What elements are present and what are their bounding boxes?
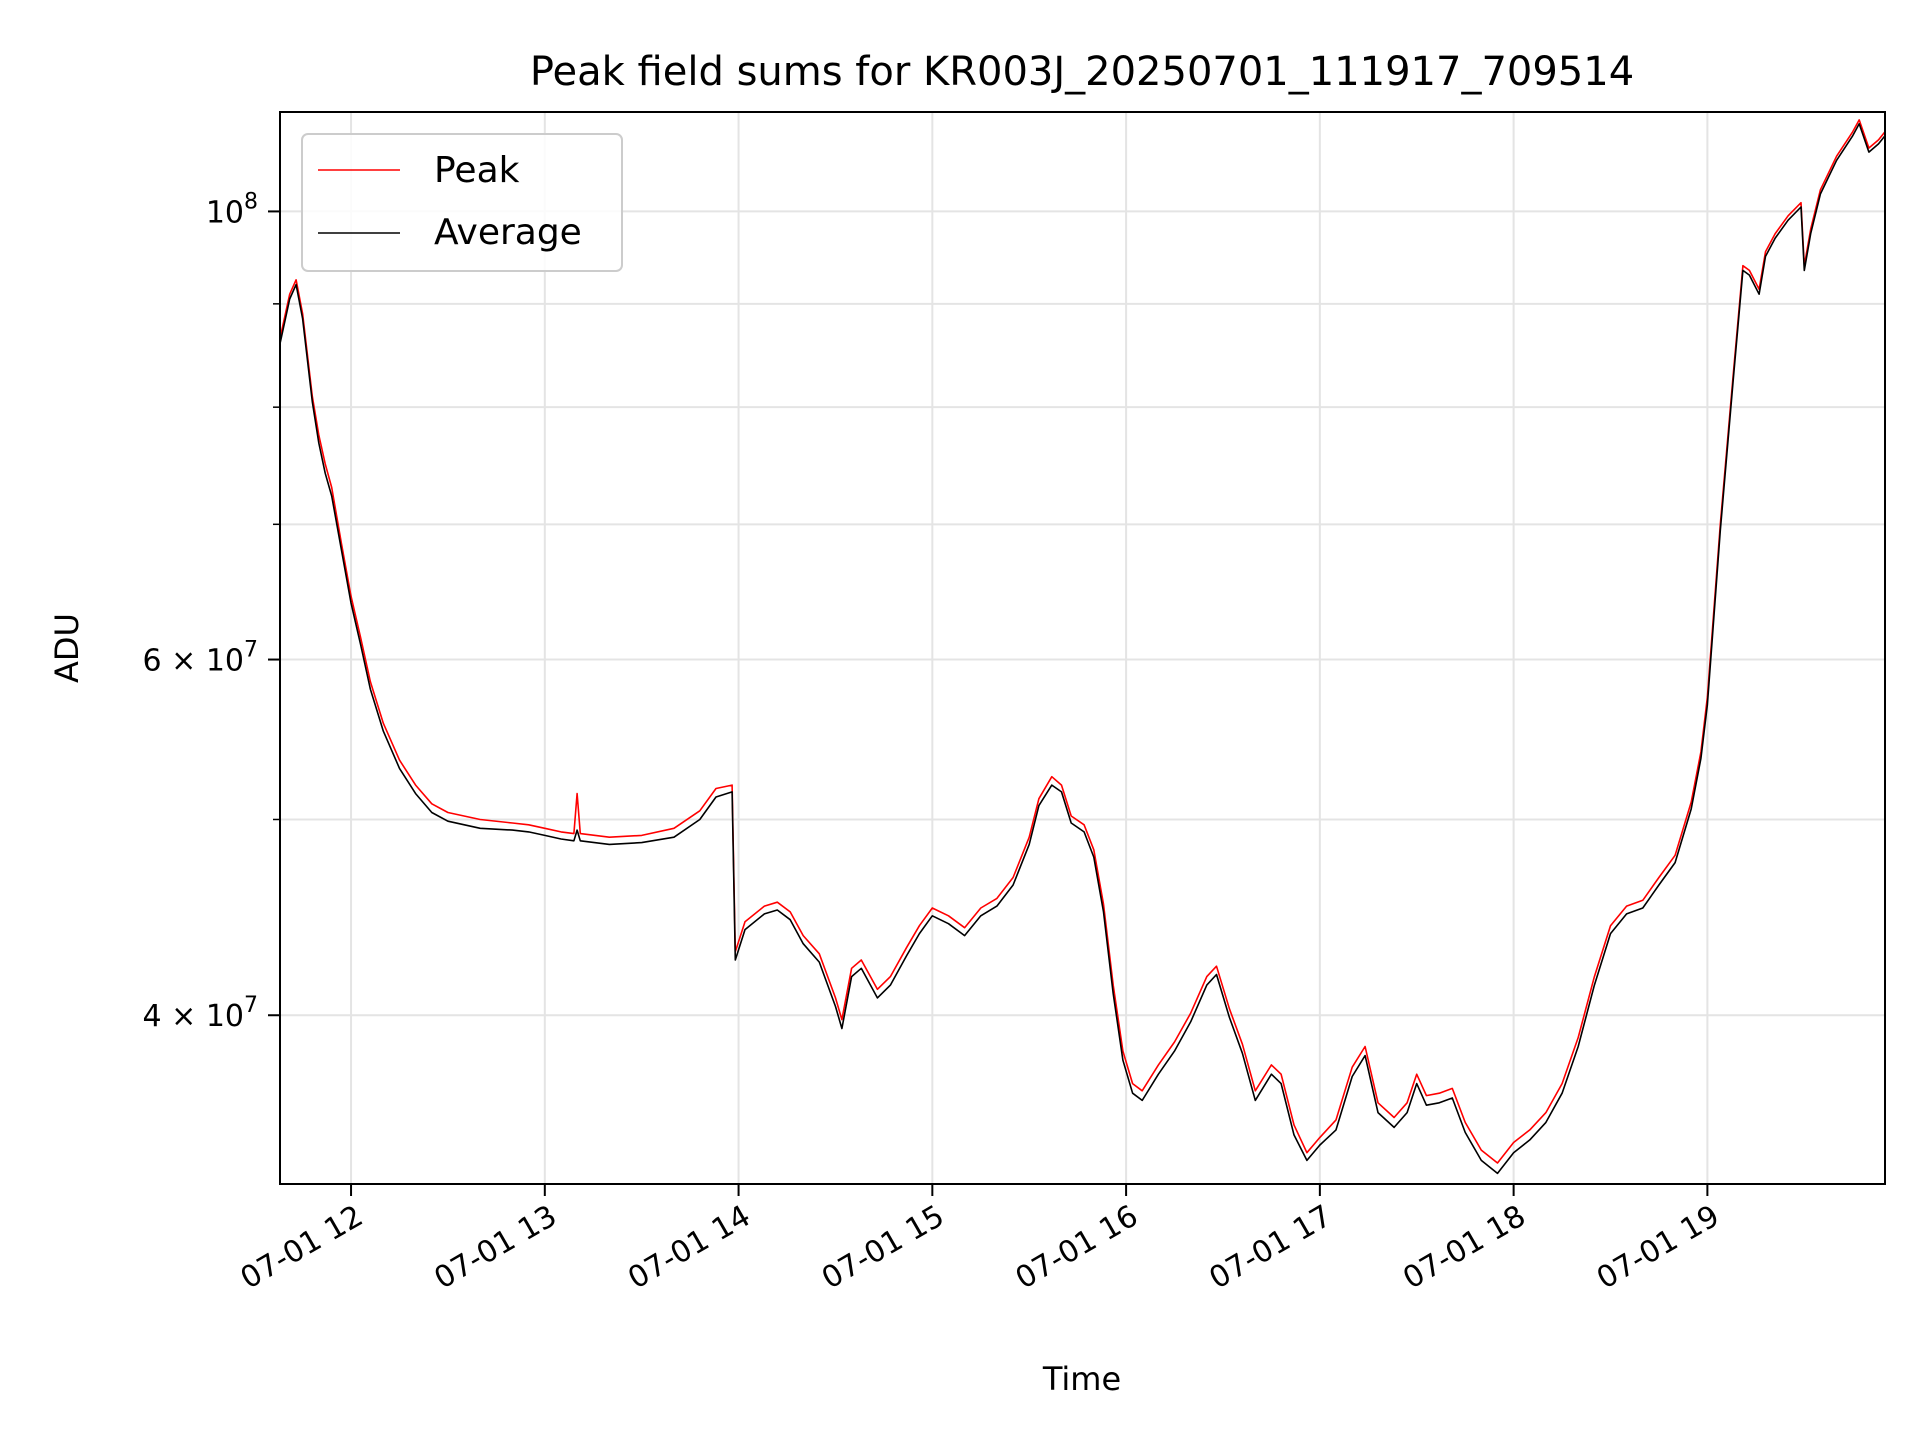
y-axis-label: ADU	[48, 613, 86, 683]
chart-title: Peak field sums for KR003J_20250701_1119…	[530, 49, 1634, 95]
plot-frame	[279, 111, 1886, 1185]
y-axis: 4 × 107 6 × 107 108	[143, 189, 280, 1034]
series-group	[279, 119, 1886, 1175]
legend-label-average: Average	[434, 212, 582, 253]
y-tick-label: 108	[206, 189, 258, 230]
grid	[280, 112, 1885, 1184]
series-line-peak	[279, 119, 1886, 1164]
series-line-average	[279, 123, 1886, 1175]
legend: Peak Average	[301, 133, 623, 272]
legend-box	[301, 133, 623, 272]
legend-label-peak: Peak	[434, 150, 520, 191]
y-tick-label: 4 × 107	[143, 993, 258, 1034]
y-tick-label: 6 × 107	[143, 638, 258, 679]
x-axis-label: Time	[1042, 1360, 1121, 1398]
